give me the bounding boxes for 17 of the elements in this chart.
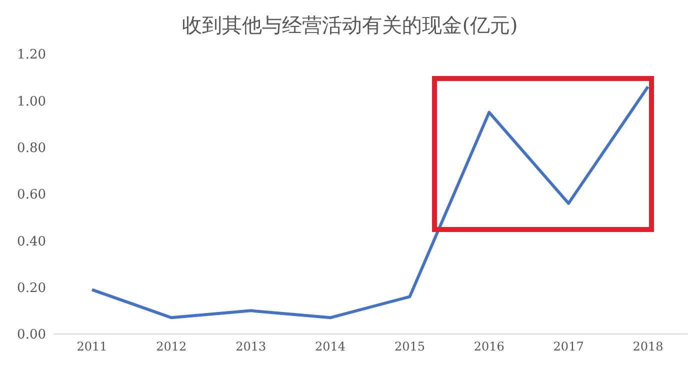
- y-tick-label: 1.00: [17, 94, 46, 110]
- x-tick-label: 2015: [394, 340, 425, 354]
- y-tick-label: 1.20: [17, 48, 46, 63]
- y-tick-label: 0.00: [17, 328, 46, 343]
- line-series: [90, 85, 650, 320]
- x-tick-label: 2013: [236, 340, 266, 354]
- x-tick-label: 2017: [553, 340, 584, 354]
- x-tick-label: 2016: [474, 340, 504, 354]
- x-tick-label: 2018: [632, 340, 664, 354]
- chart-title: 收到其他与经营活动有关的现金(亿元): [181, 12, 519, 39]
- x-tick-label: 2012: [156, 340, 187, 354]
- y-tick-label: 0.80: [17, 140, 46, 156]
- y-tick-label: 0.60: [17, 188, 46, 203]
- y-tick-label: 0.40: [17, 234, 46, 250]
- x-tick-label: 2014: [315, 340, 346, 354]
- x-tick-label: 2011: [76, 340, 108, 354]
- y-tick-label: 0.20: [17, 280, 46, 296]
